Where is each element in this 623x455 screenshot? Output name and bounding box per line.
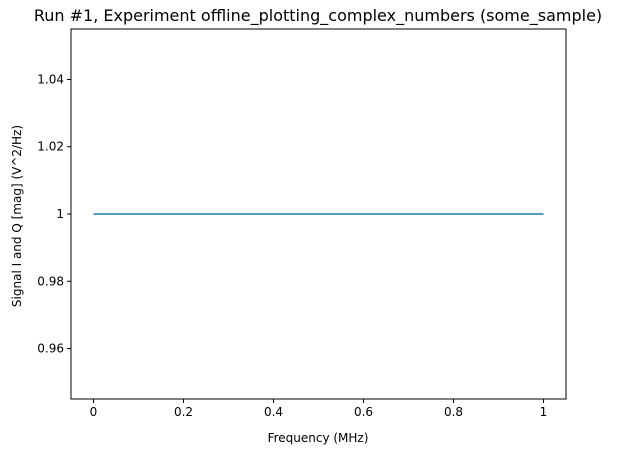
x-tick-label: 0.8 <box>444 405 463 419</box>
y-axis-label: Signal I and Q [mag] (V^2/Hz) <box>10 125 24 307</box>
axes-frame <box>70 28 567 400</box>
y-tick-label: 0.96 <box>37 342 64 356</box>
chart-title: Run #1, Experiment offline_plotting_comp… <box>34 6 602 26</box>
x-tick-label: 0 <box>90 405 98 419</box>
y-tick-label: 1 <box>56 207 64 221</box>
x-axis-label: Frequency (MHz) <box>268 431 369 445</box>
x-tick-label: 0.6 <box>354 405 373 419</box>
y-tick-label: 1.04 <box>37 72 64 86</box>
x-tick-label: 1 <box>540 405 548 419</box>
x-tick-label: 0.4 <box>264 405 283 419</box>
y-axis-ticks: 0.96 0.98 1 1.02 1.04 <box>37 72 71 356</box>
y-tick-label: 1.02 <box>37 140 64 154</box>
x-tick-label: 0.2 <box>174 405 193 419</box>
x-axis-ticks: 0 0.2 0.4 0.6 0.8 1 <box>90 399 548 419</box>
y-tick-label: 0.98 <box>37 274 64 288</box>
